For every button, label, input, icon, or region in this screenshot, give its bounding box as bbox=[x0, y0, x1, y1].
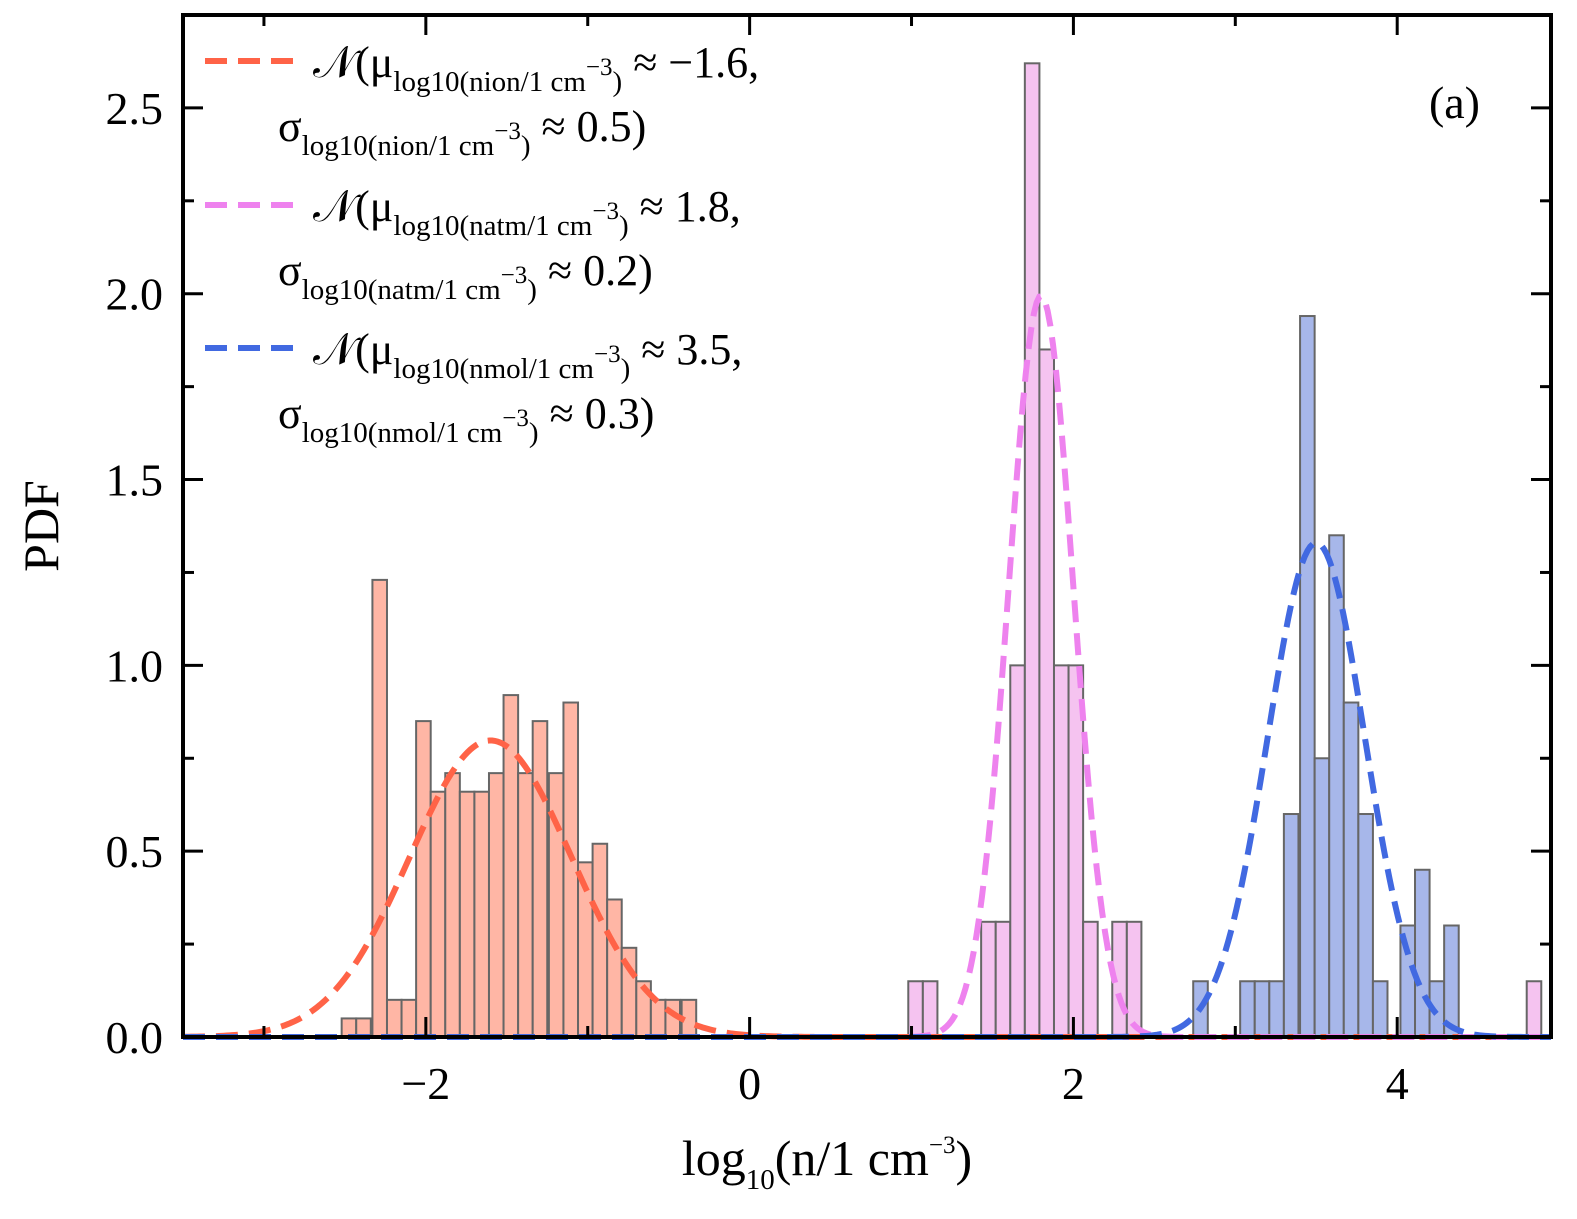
plot-frame bbox=[181, 13, 1553, 1039]
legend-line1-ion: 𝒩(μlog10(nion/1 cm−3) ≈ −1.6, bbox=[313, 38, 759, 98]
legend-line2-ion: σlog10(nion/1 cm−3) ≈ 0.5) bbox=[278, 102, 646, 162]
y-tick-label: 2.5 bbox=[106, 83, 164, 134]
bar-ion-7 bbox=[444, 772, 461, 1038]
x-tick-label: 2 bbox=[1062, 1058, 1085, 1109]
bar-ion-9 bbox=[473, 790, 490, 1038]
y-tick-label: 0.0 bbox=[106, 1012, 164, 1063]
bar-atm-7 bbox=[1052, 664, 1070, 1038]
bar-atm-6 bbox=[1038, 348, 1055, 1038]
bar-mol-8 bbox=[1342, 701, 1360, 1038]
bar-mol-1 bbox=[1239, 980, 1256, 1038]
bar-mol-9 bbox=[1357, 813, 1374, 1038]
bar-mol-3 bbox=[1268, 980, 1285, 1038]
bar-ion-2 bbox=[371, 578, 388, 1038]
bar-mol-6 bbox=[1313, 757, 1331, 1038]
bar-ion-18 bbox=[606, 898, 623, 1039]
tick-labels: −2 0 2 4 0.0 0.5 1.0 1.5 2.0 2.5 bbox=[106, 83, 1409, 1109]
bar-atm-12 bbox=[1525, 980, 1543, 1038]
bar-ion-12 bbox=[517, 772, 534, 1038]
bar-mol-4 bbox=[1282, 813, 1300, 1038]
legend: 𝒩(μlog10(nion/1 cm−3) ≈ −1.6,σlog10(nion… bbox=[205, 38, 759, 449]
legend-line2-atm: σlog10(natm/1 cm−3) ≈ 0.2) bbox=[278, 246, 653, 306]
bar-ion-21 bbox=[649, 998, 667, 1038]
bar-atm-5 bbox=[1023, 62, 1041, 1038]
legend-line2-mol: σlog10(nmol/1 cm−3) ≈ 0.3) bbox=[278, 389, 654, 449]
bar-atm-3 bbox=[994, 920, 1012, 1038]
bar-atm-9 bbox=[1082, 920, 1099, 1038]
bar-atm-2 bbox=[980, 920, 997, 1038]
bar-atm-11 bbox=[1125, 920, 1143, 1038]
bar-ion-15 bbox=[562, 701, 580, 1038]
bar-ion-5 bbox=[415, 720, 432, 1038]
x-tick-label: 0 bbox=[738, 1058, 761, 1109]
bar-ion-6 bbox=[429, 790, 447, 1038]
y-axis-label: PDF bbox=[13, 480, 69, 572]
bar-ion-10 bbox=[487, 772, 505, 1038]
legend-line1-mol: 𝒩(μlog10(nmol/1 cm−3) ≈ 3.5, bbox=[313, 325, 742, 385]
bar-ion-17 bbox=[591, 842, 609, 1038]
x-axis-label-base: log bbox=[682, 1130, 746, 1186]
x-axis-label-sup: −3 bbox=[929, 1132, 956, 1159]
bar-mol-10 bbox=[1371, 980, 1389, 1038]
y-tick-label: 1.5 bbox=[106, 455, 164, 506]
x-axis-label-close: ) bbox=[956, 1130, 973, 1186]
panel-label: (a) bbox=[1429, 77, 1480, 128]
gaussian-curve-mol bbox=[183, 539, 1552, 1040]
bar-ion-4 bbox=[400, 998, 418, 1038]
x-tick-label: 4 bbox=[1386, 1058, 1409, 1109]
x-axis-label-main: (n/1 cm bbox=[775, 1130, 929, 1186]
bar-ion-8 bbox=[458, 790, 476, 1038]
bar-mol-12 bbox=[1414, 868, 1431, 1038]
x-axis-label: log10(n/1 cm−3) bbox=[682, 1130, 972, 1196]
bar-atm-1 bbox=[921, 980, 939, 1038]
y-tick-label: 2.0 bbox=[106, 269, 164, 320]
legend-line1-atm: 𝒩(μlog10(natm/1 cm−3) ≈ 1.8, bbox=[313, 182, 741, 242]
bar-mol-2 bbox=[1253, 980, 1271, 1038]
bar-ion-13 bbox=[531, 720, 549, 1038]
y-tick-label: 0.5 bbox=[106, 826, 164, 877]
bar-atm-4 bbox=[1009, 664, 1026, 1038]
x-axis-label-sub: 10 bbox=[746, 1164, 775, 1196]
bar-ion-3 bbox=[385, 998, 403, 1038]
y-tick-label: 1.0 bbox=[106, 640, 164, 691]
bar-mol-5 bbox=[1299, 315, 1316, 1038]
x-tick-label: −2 bbox=[401, 1058, 450, 1109]
